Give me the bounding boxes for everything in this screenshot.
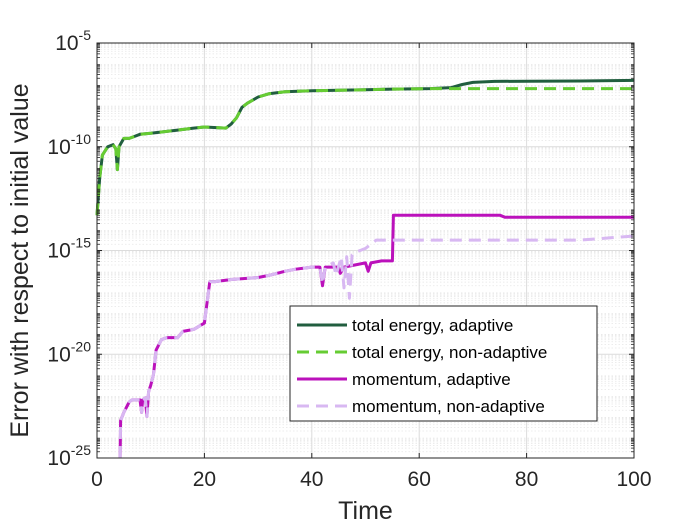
legend: total energy, adaptive total energy, non-… bbox=[289, 305, 598, 422]
y-tick-label: 10-10 bbox=[47, 131, 91, 159]
series-layer bbox=[95, 78, 635, 459]
series-line-momentum-non-adaptive bbox=[118, 234, 635, 459]
x-tick-label: 60 bbox=[408, 468, 431, 491]
y-axis-label: Error with respect to initial value bbox=[6, 83, 34, 437]
series-line-total-energy-non-adaptive bbox=[95, 87, 634, 216]
tick-labels: 0 20 40 60 80 100 10-25 10-20 10-15 10-10 10-5 bbox=[47, 27, 651, 491]
legend-label: total energy, adaptive bbox=[352, 316, 513, 335]
y-tick-label: 10-5 bbox=[55, 27, 91, 55]
x-tick-label: 20 bbox=[193, 468, 216, 491]
x-tick-label: 0 bbox=[91, 468, 103, 491]
legend-label: momentum, adaptive bbox=[352, 370, 511, 389]
y-tick-label: 10-20 bbox=[47, 338, 91, 366]
x-tick-label: 100 bbox=[616, 468, 651, 491]
legend-label: total energy, non-adaptive bbox=[352, 343, 547, 362]
x-tick-label: 40 bbox=[300, 468, 323, 491]
x-tick-label: 80 bbox=[515, 468, 538, 491]
y-tick-label: 10-15 bbox=[47, 235, 91, 263]
y-tick-label: 10-25 bbox=[47, 442, 91, 470]
legend-label: momentum, non-adaptive bbox=[352, 397, 545, 416]
axis-ticks bbox=[96, 42, 635, 459]
x-axis-label: Time bbox=[338, 497, 393, 525]
